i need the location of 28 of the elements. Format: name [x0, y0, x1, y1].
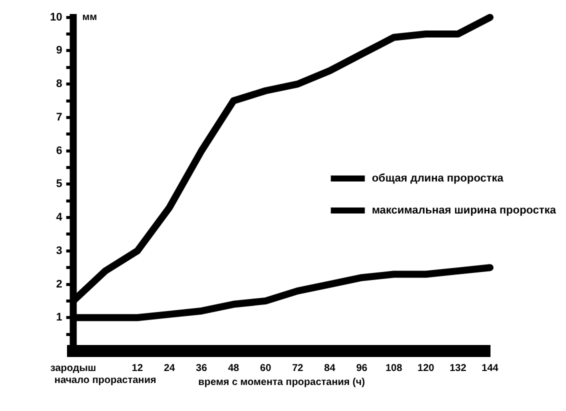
x-tick-label: 60: [260, 362, 272, 374]
y-tick-label: 7: [56, 111, 62, 124]
legend-label: максимальная ширина проростка: [372, 204, 557, 217]
y-tick-label: 4: [56, 212, 64, 224]
x-tick-label: 96: [356, 362, 368, 374]
legend-label: общая длина проростка: [372, 172, 504, 185]
y-tick-label: 9: [56, 44, 62, 57]
y-tick-label: 6: [56, 144, 62, 157]
x-tick-label: 144: [482, 362, 499, 374]
x-tick-label: 24: [164, 362, 176, 374]
y-tick-label: 8: [56, 78, 62, 90]
x-tick-label: зародыш: [50, 362, 96, 374]
y-tick-label: 1: [56, 312, 62, 324]
x-axis-title: время с момента прорастания (ч): [198, 376, 365, 388]
y-tick-label: 5: [56, 178, 62, 190]
x-tick-label: начало прорастания: [54, 374, 156, 386]
x-tick-label: 108: [385, 362, 403, 374]
y-tick-label: 2: [56, 278, 62, 290]
x-tick-label: 72: [292, 362, 304, 374]
y-axis-title: мм: [82, 12, 98, 24]
x-tick-label: 48: [228, 362, 240, 374]
x-tick-label: 120: [418, 362, 435, 374]
x-tick-label: 84: [324, 362, 336, 374]
y-tick-label: 3: [56, 244, 62, 257]
x-tick-label: 12: [132, 362, 144, 374]
x-tick-label: 132: [450, 362, 467, 374]
x-tick-label: 36: [196, 362, 208, 374]
y-tick-label: 10: [50, 11, 62, 24]
